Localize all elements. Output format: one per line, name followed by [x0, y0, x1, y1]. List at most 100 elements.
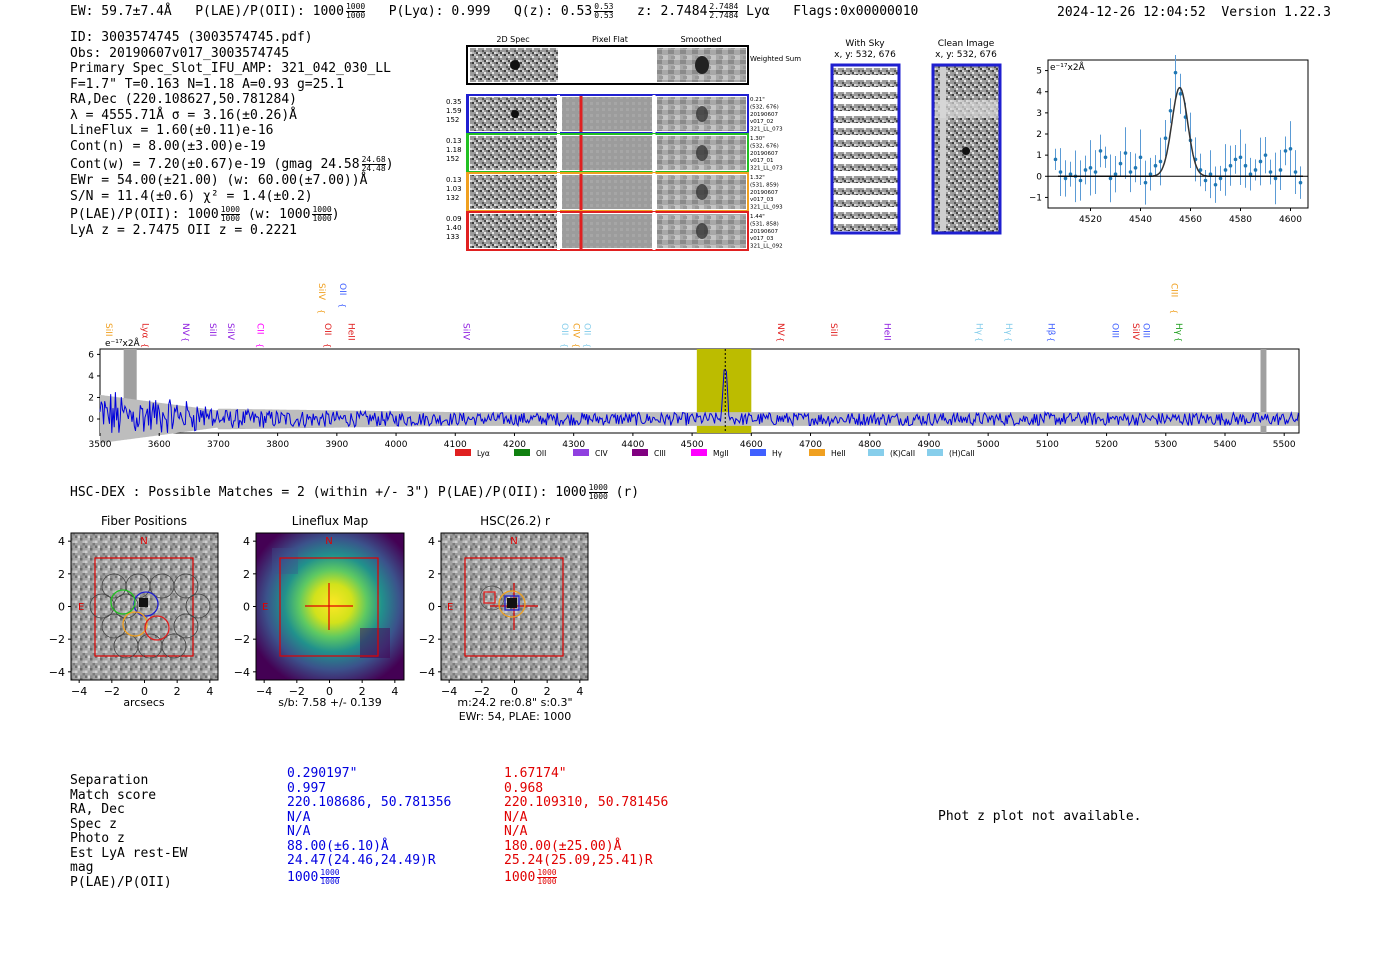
zoom-point-40 [1253, 168, 1258, 172]
zoom-ytick-label-6: −1 [1030, 193, 1042, 203]
cutout-row-left-0-0: 0.35 [446, 98, 462, 106]
cutout-row-flat-2 [562, 175, 652, 209]
spec-ytick-label-3: 0 [88, 415, 94, 425]
zoom-point-0 [1053, 157, 1058, 162]
col1-radec: 220.108686, 50.781356 [287, 795, 452, 810]
spectrum-mask-right [1260, 349, 1267, 433]
spectrum-line-bracket-17: { [974, 337, 983, 342]
zoom-point-23 [1168, 108, 1173, 113]
fiber-positions-title: Fiber Positions [101, 514, 187, 528]
spec-xtick-label-10: 4500 [681, 440, 704, 450]
cutout-row-left-3-1: 1.40 [446, 224, 462, 232]
spec-ytick-label-2: 2 [88, 393, 94, 403]
panel0-ytick-label-1: 2 [58, 568, 65, 581]
zoom-xtick-label-0: 4520 [1079, 215, 1102, 225]
cutout-row-2d-1 [470, 136, 558, 170]
col2-separation: 1.67174" [504, 766, 567, 781]
legend-label-3: CIII [654, 449, 666, 458]
panel2-ytick-label-4: −4 [419, 666, 435, 679]
spec-xtick-label-20: 5500 [1273, 440, 1296, 450]
detection-info: ID: 3003574745 (3003574745.pdf) Obs: 201… [70, 30, 394, 239]
lineflux-search-box [279, 557, 379, 657]
zoom-point-12 [1113, 172, 1118, 176]
spectrum-line-bracket-13: { [582, 343, 591, 348]
spec-xtick-label-13: 4800 [858, 440, 881, 450]
panel1-ytick-label-0: 4 [243, 535, 250, 548]
cutout-row-2d-3 [470, 214, 558, 248]
legend-label-2: CIV [595, 449, 608, 458]
cutout-row-right-3-2: 20190607 [750, 229, 778, 235]
header-z: z: 2.7484 [636, 4, 708, 19]
spectrum-line-label-24: Hγ [1173, 323, 1183, 336]
col2-lya-ew: 180.00(±25.00)Å [504, 838, 622, 854]
spectrum-line-label-2: NV [180, 323, 190, 337]
hsc-fiber-orange [498, 590, 526, 618]
zoom-point-42 [1263, 153, 1268, 157]
fiber-east: E [78, 602, 84, 613]
cutout-row-flat-3 [562, 214, 652, 248]
zoom-point-38 [1243, 163, 1248, 168]
panel2-ytick-label-2: 0 [428, 601, 435, 614]
spectrum-line-label-7: OII [322, 323, 332, 335]
cutout-row-left-2-2: 132 [446, 194, 459, 202]
spec-xtick-label-19: 5400 [1214, 440, 1237, 450]
cutout-row-left-0-1: 1.59 [446, 107, 462, 115]
zoom-point-16 [1133, 166, 1138, 170]
cutout-row-leftbar-0 [466, 95, 469, 133]
clean-image-source [962, 147, 970, 155]
zoom-unit-label: e⁻¹⁷x2Å [1050, 61, 1086, 73]
spectrum-line-label-11: OII [559, 323, 569, 335]
cutout-row-right-2-1: (531, 859) [750, 182, 779, 188]
with-sky-title: With Sky [845, 39, 885, 49]
zoom-ytick-label-2: 3 [1036, 109, 1042, 119]
label-mag: mag [70, 860, 94, 875]
lineflux-xlabel: s/b: 7.58 +/- 0.139 [278, 696, 382, 709]
zoom-point-2 [1063, 176, 1068, 181]
panel2-ytick-label-3: −2 [419, 633, 435, 646]
cutout-row-leftbar-3 [466, 212, 469, 250]
spec-xtick-label-2: 3700 [207, 440, 230, 450]
lineflux-east: E [262, 602, 268, 613]
cutout-row-right-0-2: 20190607 [750, 112, 778, 118]
spectrum-line-label-18: Hγ [1003, 323, 1013, 336]
spec-xtick-label-5: 4000 [385, 440, 408, 450]
zoom-point-48 [1293, 170, 1298, 174]
zoom-point-31 [1208, 172, 1213, 176]
zoom-point-43 [1268, 170, 1273, 174]
zoom-plot-frame [1047, 59, 1309, 209]
spectrum-line-label-21: SiIV [1130, 323, 1140, 341]
cutout-row-left-3-0: 0.09 [446, 215, 462, 223]
fiber-green [110, 589, 136, 615]
cutout-row-left-3-2: 133 [446, 233, 459, 241]
spectrum-line-label-9: HeII [346, 323, 356, 341]
panel1-ytick-label-2: 0 [243, 601, 250, 614]
info-cont-w: Cont(w) = 7.20(±0.67)e-19 (gmag 24.58 24.… [70, 155, 394, 173]
zoom-point-24 [1173, 70, 1178, 75]
col1-separation: 0.290197" [287, 766, 358, 781]
info-radec: RA,Dec (220.108627,50.781284) [70, 92, 297, 107]
panel0-xtick-label-3: 2 [174, 685, 181, 698]
info-id: ID: 3003574745 (3003574745.pdf) [70, 30, 313, 45]
spec-xtick-label-12: 4700 [799, 440, 822, 450]
hsc-xlabel-a: m:24.2 re:0.8" s:0.3" [457, 696, 572, 709]
cutout-row-right-1-4: 321_LL_073 [750, 166, 783, 172]
spec-xtick-label-7: 4200 [503, 440, 526, 450]
panel2-xtick-label-0: −4 [441, 685, 457, 698]
cutout-row-2d-2 [470, 175, 558, 209]
spec-xtick-label-1: 3600 [148, 440, 171, 450]
panel1-xtick-label-1: −2 [289, 685, 305, 698]
clean-image-column [940, 67, 946, 231]
zoom-point-44 [1273, 176, 1278, 181]
panel0-ytick-label-0: 4 [58, 535, 65, 548]
header-z-line: Lyα [746, 4, 770, 19]
image-panels: Fiber Positions Lineflux Map HSC(26.2) r… [49, 514, 589, 723]
col-label-pixelflat: Pixel Flat [592, 35, 628, 44]
spec-ytick-label-0: 6 [88, 350, 94, 360]
lineflux-blob-a [272, 548, 298, 574]
cutout-row-right-3-3: v017_03 [750, 236, 774, 242]
cutout-row-right-3-4: 321_LL_092 [750, 244, 783, 250]
zoom-point-17 [1138, 155, 1143, 160]
zoom-ytick-label-4: 1 [1036, 151, 1042, 161]
spec-xtick-label-3: 3800 [266, 440, 289, 450]
spectrum-line-label-13: OII [581, 323, 591, 335]
